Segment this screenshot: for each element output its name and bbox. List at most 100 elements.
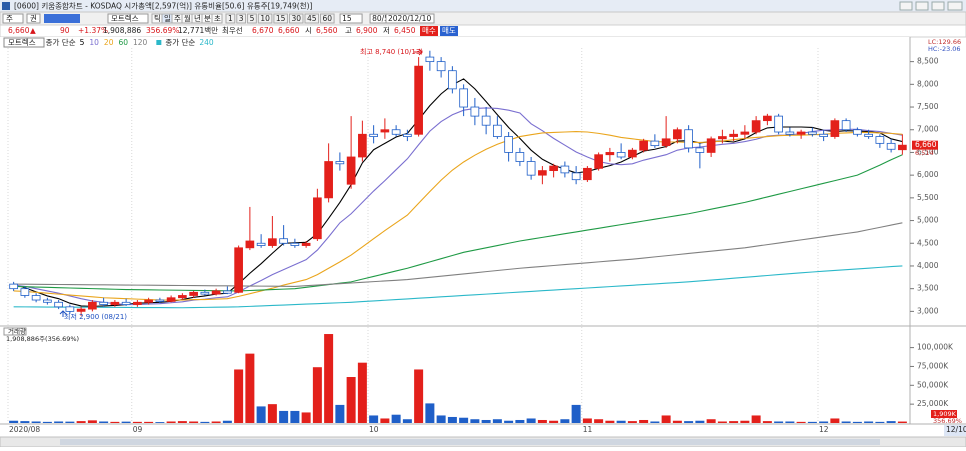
- candle-body: [493, 124, 502, 137]
- interval-button[interactable]: 10: [260, 14, 270, 23]
- interval-button[interactable]: 15: [276, 14, 286, 23]
- rights-label[interactable]: 권: [30, 14, 37, 23]
- period-tab[interactable]: [211, 13, 223, 24]
- interval-box[interactable]: [225, 13, 236, 24]
- volume-bar: [819, 421, 829, 423]
- volume-bar: [661, 415, 671, 423]
- volume-last-box: [931, 410, 957, 418]
- market-label[interactable]: 주: [6, 14, 13, 23]
- candle-body: [695, 147, 705, 153]
- candle-body: [279, 238, 288, 244]
- sell-button[interactable]: [440, 26, 458, 36]
- candle-body: [369, 133, 378, 137]
- interval-button[interactable]: 3: [239, 14, 244, 23]
- candle-body: [358, 133, 367, 158]
- candle-body: [706, 138, 716, 153]
- interval-button[interactable]: 60: [323, 14, 333, 23]
- y-tick-label: 50,000K: [917, 380, 949, 389]
- interval-box[interactable]: [273, 13, 288, 24]
- candle-body: [391, 129, 401, 135]
- buy-label[interactable]: 매수: [422, 26, 436, 35]
- legend-entry: 10: [89, 38, 99, 47]
- candle-body: [886, 142, 896, 150]
- candle-body: [751, 120, 761, 133]
- candle-body: [774, 115, 783, 133]
- info-volume: 1,908,886: [103, 26, 141, 35]
- date-box[interactable]: [385, 13, 435, 24]
- volume-bar: [470, 419, 480, 423]
- volume-bar: [245, 353, 255, 423]
- interval-select-label[interactable]: 15: [342, 14, 352, 23]
- x-cursor-label: 12/10: [946, 425, 966, 434]
- period-tab-label[interactable]: 초: [214, 14, 221, 23]
- high-arrow: [414, 48, 423, 56]
- candle-body: [830, 120, 840, 137]
- market-select[interactable]: [2, 13, 24, 24]
- date-label[interactable]: 2020/12/10: [388, 14, 431, 23]
- volume-bar: [357, 362, 367, 423]
- volume-bar: [684, 421, 694, 423]
- candle-body: [571, 172, 581, 181]
- buy-button[interactable]: [420, 26, 438, 36]
- candle-body: [729, 133, 738, 137]
- period-tab-label[interactable]: 틱: [154, 13, 161, 23]
- name-box[interactable]: [107, 13, 149, 24]
- code-input[interactable]: [44, 14, 80, 23]
- candle-body: [301, 242, 311, 246]
- y-tick-label: 5,500: [917, 193, 939, 202]
- volume-bar: [234, 369, 244, 423]
- period-tab-label[interactable]: 분: [204, 14, 211, 23]
- candle-body: [335, 161, 345, 165]
- restore-button[interactable]: [915, 1, 929, 11]
- candle-body: [290, 242, 300, 246]
- legend-color-box: [156, 40, 162, 45]
- candle-body: [144, 299, 153, 303]
- interval-box[interactable]: [320, 13, 335, 24]
- window-title: [0600] 키움종합차트 - KOSDAQ 시가총액[2,597(억)] 유통…: [14, 1, 313, 11]
- candle-body: [796, 131, 806, 135]
- volume-bar: [110, 421, 120, 423]
- interval-select[interactable]: [339, 13, 363, 24]
- candle-body: [605, 152, 615, 156]
- close-button[interactable]: [947, 1, 963, 11]
- moving-average: [13, 265, 903, 309]
- interval-button[interactable]: 45: [307, 14, 317, 23]
- volume-bar: [346, 377, 356, 423]
- candle-body: [189, 291, 198, 296]
- volume-bar: [560, 419, 570, 423]
- candle-body: [448, 70, 457, 90]
- candle-body: [43, 299, 52, 303]
- range-label[interactable]: 80/500: [372, 14, 399, 23]
- volume-bar: [425, 403, 435, 423]
- volume-bar: [380, 418, 390, 423]
- period-tab-label[interactable]: 일: [164, 14, 171, 23]
- scroll-thumb[interactable]: [60, 439, 880, 445]
- interval-box[interactable]: [247, 13, 257, 24]
- rights-button[interactable]: [26, 13, 41, 24]
- period-tab-label[interactable]: 주: [174, 14, 181, 23]
- legend-prefix: 종가 단순: [46, 37, 76, 47]
- volume-bar: [132, 421, 142, 423]
- interval-box[interactable]: [304, 13, 320, 24]
- maximize-button[interactable]: [931, 1, 945, 11]
- period-tab-label[interactable]: 월: [184, 13, 191, 23]
- interval-button[interactable]: 1: [228, 14, 233, 23]
- window-buttons[interactable]: [899, 1, 963, 11]
- volume-bar: [639, 419, 649, 423]
- interval-button[interactable]: 5: [250, 14, 255, 23]
- interval-box[interactable]: [288, 13, 304, 24]
- volume-bar: [222, 420, 232, 423]
- minimize-button[interactable]: [899, 1, 913, 11]
- volume-bar: [31, 421, 41, 423]
- volume-bar: [650, 421, 660, 423]
- interval-button[interactable]: 30: [291, 14, 301, 23]
- candle-body: [504, 136, 513, 153]
- sell-label[interactable]: 매도: [442, 26, 456, 35]
- low-annotation: 최저 2,900 (08/21): [64, 312, 127, 321]
- candle-body: [470, 106, 480, 117]
- stock-name[interactable]: 모트렉스: [111, 13, 139, 23]
- interval-box[interactable]: [236, 13, 247, 24]
- volume-bar: [402, 419, 412, 423]
- period-tab-label[interactable]: 년: [194, 13, 201, 23]
- interval-box[interactable]: [257, 13, 273, 24]
